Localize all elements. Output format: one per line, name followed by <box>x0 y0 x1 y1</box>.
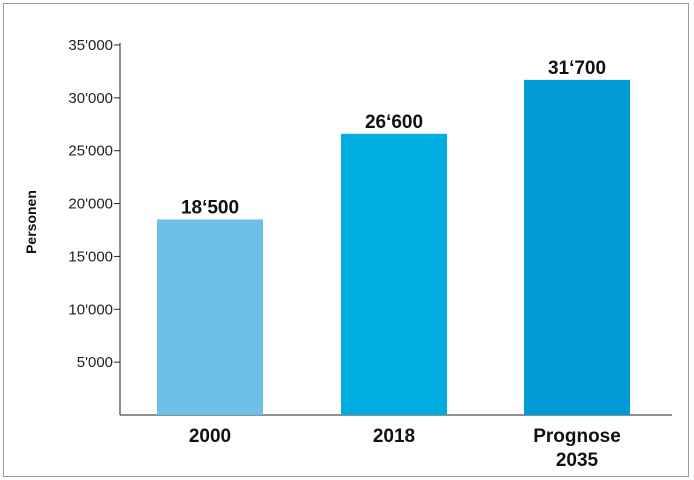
y-tick-label: 20'000 <box>68 196 113 213</box>
y-axis-label: Personen <box>23 190 39 254</box>
chart-frame <box>3 3 689 477</box>
x-category-label: Prognose <box>533 426 621 447</box>
bar-value-label: 26‘600 <box>365 112 423 133</box>
bar-value-label: 18‘500 <box>181 197 239 218</box>
y-tick-label: 30'000 <box>68 90 113 107</box>
x-category-label: 2000 <box>189 426 231 447</box>
x-category-label: 2018 <box>373 426 415 447</box>
axes: 5'000 10'000 15'000 20'000 25'000 30'000 35'00… <box>23 37 672 416</box>
y-tick-label: 5'000 <box>77 354 113 371</box>
bar-1 <box>157 219 263 415</box>
bar-2 <box>341 133 447 416</box>
bar-value-label: 31‘700 <box>548 58 606 79</box>
bars <box>157 79 630 416</box>
y-tick-label: 25'000 <box>68 143 113 160</box>
x-category-label: 2035 <box>556 450 599 471</box>
y-tick-label: 35'000 <box>68 37 113 54</box>
y-tick-label: 10'000 <box>68 301 113 318</box>
y-tick-label: 15'000 <box>68 248 113 265</box>
bar-3 <box>524 79 630 415</box>
labels: 18‘500 2000 26‘600 2018 31‘700 Prognose 2035 <box>181 58 621 471</box>
